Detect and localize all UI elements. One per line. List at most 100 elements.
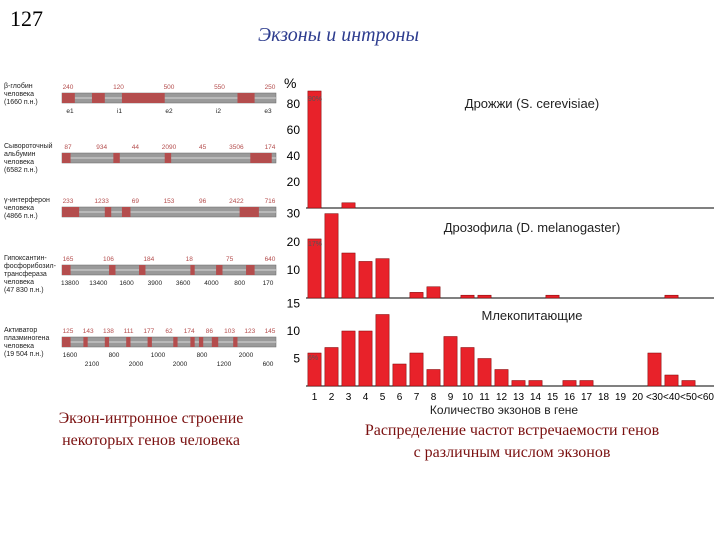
chart-bar bbox=[664, 374, 679, 387]
gene-segment-length: 75 bbox=[226, 256, 234, 263]
exon-block bbox=[198, 337, 204, 347]
x-tick-label: 17 bbox=[581, 392, 593, 403]
gene-segment-length: 233 bbox=[63, 198, 74, 205]
exon-block bbox=[104, 207, 112, 217]
exon-count-chart: % 20 40 60 80 90% Дрожжи (S. cerevisiae) 10 20 30… bbox=[284, 75, 714, 417]
chart-bar bbox=[341, 202, 356, 209]
exon-block bbox=[91, 93, 105, 103]
exon-block bbox=[164, 153, 172, 163]
chart-bar bbox=[528, 380, 543, 387]
gene-segment-length: 96 bbox=[199, 198, 207, 205]
exon-block bbox=[237, 93, 255, 103]
gene-name-line: Гипоксантин- bbox=[4, 255, 47, 262]
chart-bar bbox=[579, 380, 594, 387]
exon-block bbox=[62, 153, 71, 163]
gene-segment-length: 550 bbox=[214, 84, 225, 91]
gene-name-line: человека bbox=[4, 159, 34, 166]
gene-name-line: Активатор bbox=[4, 327, 37, 334]
chart-bar bbox=[494, 369, 509, 387]
x-tick-label: 14 bbox=[530, 392, 542, 403]
chart-panel: 20 40 60 80 90% Дрожжи (S. cerevisiae) bbox=[287, 90, 714, 209]
chart-bar bbox=[324, 347, 339, 387]
gene-segment-length: 2000 bbox=[173, 361, 188, 368]
x-tick-label: 10 bbox=[462, 392, 474, 403]
gene-segment-length: 716 bbox=[265, 198, 276, 205]
exon-block bbox=[190, 337, 195, 347]
exon-block bbox=[211, 337, 219, 347]
gene-segment-length: 1600 bbox=[119, 280, 134, 287]
gene-segment-length: 125 bbox=[63, 328, 74, 335]
chart-bar bbox=[392, 363, 407, 387]
chart-bar bbox=[375, 258, 390, 299]
x-tick-label: 3 bbox=[346, 392, 352, 403]
gene-segment-length: 45 bbox=[199, 144, 207, 151]
right-caption-line-2: с различным числом экзонов bbox=[413, 444, 611, 461]
gene-segment-length: 106 bbox=[103, 256, 114, 263]
x-tick-label: 4 bbox=[363, 392, 369, 403]
chart-bar bbox=[647, 352, 662, 387]
gene-segment-length: 640 bbox=[265, 256, 276, 263]
gene-segment-length: 3900 bbox=[148, 280, 163, 287]
gene-segment-length: 600 bbox=[263, 361, 274, 368]
chart-bar bbox=[545, 294, 560, 299]
gene-segment-length: e2 bbox=[165, 108, 173, 115]
gene-name-line: человека bbox=[4, 279, 34, 286]
gene-name-line: трансфераза bbox=[4, 271, 47, 278]
exon-block bbox=[121, 207, 131, 217]
gene-segment-length: 800 bbox=[234, 280, 245, 287]
gene-name-line: β-глобин bbox=[4, 82, 33, 90]
y-tick-label: 60 bbox=[287, 123, 301, 137]
gene-segment-length: 143 bbox=[83, 328, 94, 335]
slide-title: Экзоны и интроны bbox=[258, 24, 420, 46]
gene-name-line: фосфорибозил- bbox=[4, 262, 57, 270]
gene-segment-length: 44 bbox=[132, 144, 140, 151]
gene-segment-length: 800 bbox=[197, 352, 208, 359]
chart-bar bbox=[324, 213, 339, 299]
chart-panel: 5 10 15 6% Млекопитающие bbox=[287, 297, 714, 387]
x-tick-label: <60 bbox=[697, 392, 714, 403]
gene-segment-length: 240 bbox=[63, 84, 74, 91]
gene-segment-length: 3506 bbox=[229, 144, 244, 151]
exon-block bbox=[190, 265, 195, 275]
exon-block bbox=[62, 265, 71, 275]
exon-block bbox=[139, 265, 146, 275]
bar-annotation: 17% bbox=[308, 241, 322, 248]
gene-segment-length: 800 bbox=[109, 352, 120, 359]
right-caption: Распределение частот встречаемости генов… bbox=[306, 420, 718, 464]
exon-block bbox=[250, 153, 272, 163]
chart-bar bbox=[460, 294, 475, 299]
chart-bar bbox=[426, 286, 441, 299]
gene-segment-length: 138 bbox=[103, 328, 114, 335]
gene-segment-length: 174 bbox=[265, 144, 276, 151]
chart-bar bbox=[664, 294, 679, 299]
gene-segment-length: 123 bbox=[244, 328, 255, 335]
x-tick-label: <50 bbox=[680, 392, 697, 403]
gene-name-line: (19 504 п.н.) bbox=[4, 351, 44, 358]
gene-segment-length: 153 bbox=[164, 198, 175, 205]
gene-segment-length: 2100 bbox=[85, 361, 100, 368]
exon-block bbox=[83, 337, 88, 347]
exon-block bbox=[109, 265, 116, 275]
chart-bar bbox=[307, 90, 322, 209]
chart-bar bbox=[375, 314, 390, 387]
gene-segment-length: i2 bbox=[216, 108, 221, 115]
chart-bar bbox=[409, 352, 424, 387]
x-tick-label: 19 bbox=[615, 392, 627, 403]
chart-bar bbox=[460, 347, 475, 387]
chart-bar bbox=[307, 238, 322, 299]
gene-segment-length: e3 bbox=[264, 108, 272, 115]
gene-name-line: плазминогена bbox=[4, 335, 50, 342]
y-tick-label: 5 bbox=[293, 352, 300, 366]
chart-bar bbox=[511, 380, 526, 387]
gene-segment-length: 174 bbox=[184, 328, 195, 335]
x-tick-label: 13 bbox=[513, 392, 525, 403]
gene-segment-length: 500 bbox=[164, 84, 175, 91]
exon-block bbox=[62, 93, 75, 103]
x-tick-label: 8 bbox=[431, 392, 437, 403]
gene-name-line: Сывороточный bbox=[4, 142, 53, 150]
gene-segment-length: 934 bbox=[96, 144, 107, 151]
gene-segment-length: 2000 bbox=[129, 361, 144, 368]
x-tick-label: 18 bbox=[598, 392, 610, 403]
